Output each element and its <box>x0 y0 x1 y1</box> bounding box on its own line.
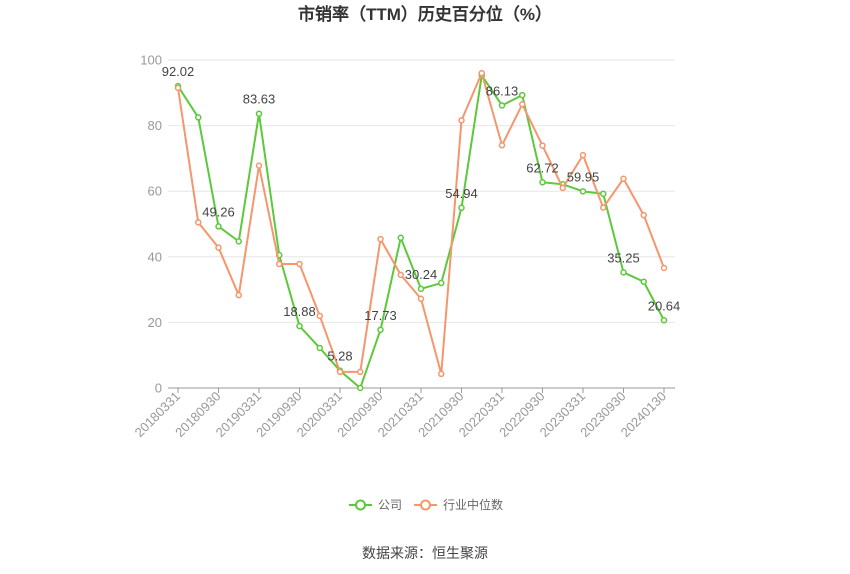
series-layer <box>174 69 668 392</box>
industry-median-point[interactable] <box>296 260 303 268</box>
data-label: 59.95 <box>567 169 600 184</box>
industry-median-point[interactable] <box>438 370 445 378</box>
legend-industry-marker-icon <box>420 499 431 511</box>
chart-title: 市销率（TTM）历史百分位（%） <box>298 4 552 24</box>
data-label: 92.02 <box>162 64 195 79</box>
legend-item-industry-median[interactable]: 行业中位数 <box>414 497 503 512</box>
data-label: 83.63 <box>243 92 276 107</box>
industry-median-point[interactable] <box>316 312 323 320</box>
data-label: 17.73 <box>364 308 397 323</box>
data-label: 54.94 <box>445 186 478 201</box>
data-source-note: 数据来源：恒生聚源 <box>362 545 488 561</box>
industry-median-point[interactable] <box>498 142 506 149</box>
y-tick-label: 60 <box>148 184 162 199</box>
industry-median-point[interactable] <box>195 219 202 226</box>
company-point[interactable] <box>235 238 242 245</box>
industry-median-point[interactable] <box>336 368 344 376</box>
industry-median-point[interactable] <box>478 69 485 77</box>
company-point[interactable] <box>438 279 445 287</box>
legend-item-company[interactable]: 公司 <box>349 498 402 512</box>
legend-company-marker-icon <box>355 499 366 511</box>
company-point[interactable] <box>620 269 627 276</box>
company-point[interactable] <box>195 114 202 121</box>
company-point[interactable] <box>600 190 607 198</box>
y-tick-label: 20 <box>148 315 162 330</box>
company-point[interactable] <box>357 384 364 392</box>
industry-median-point[interactable] <box>559 184 566 192</box>
legend-industry-label: 行业中位数 <box>443 497 503 512</box>
y-tick-label: 40 <box>148 249 162 264</box>
company-point[interactable] <box>417 285 425 293</box>
company-point[interactable] <box>255 110 263 117</box>
industry-median-point[interactable] <box>397 271 404 279</box>
company-point[interactable] <box>296 322 303 330</box>
industry-median-point[interactable] <box>519 101 526 108</box>
y-tick-label: 0 <box>155 381 162 396</box>
y-axis: 0 20 40 60 80 100 <box>140 53 162 396</box>
company-point[interactable] <box>640 278 647 285</box>
company-point[interactable] <box>579 188 587 195</box>
data-label-layer: 92.02 49.26 83.63 18.88 5.28 17.73 30.24 54.94 8… <box>162 64 681 364</box>
company-point[interactable] <box>397 234 404 242</box>
industry-median-point[interactable] <box>539 142 546 149</box>
industry-median-point[interactable] <box>235 291 242 299</box>
data-label: 35.25 <box>607 250 640 265</box>
data-label: 62.72 <box>526 160 559 175</box>
industry-median-point[interactable] <box>276 260 283 268</box>
industry-median-point[interactable] <box>660 264 668 272</box>
industry-median-point[interactable] <box>215 244 222 251</box>
industry-median-point[interactable] <box>255 162 263 169</box>
legend-company-label: 公司 <box>378 498 402 512</box>
data-label: 49.26 <box>202 204 235 219</box>
industry-median-point[interactable] <box>174 84 182 92</box>
company-point[interactable] <box>458 204 465 212</box>
industry-median-point[interactable] <box>417 295 425 303</box>
industry-median-point[interactable] <box>377 235 384 243</box>
y-tick-label: 100 <box>140 53 162 68</box>
series-industry-median <box>174 69 668 378</box>
company-point[interactable] <box>215 223 222 230</box>
legend: 公司 行业中位数 <box>349 497 503 512</box>
company-point[interactable] <box>519 91 526 99</box>
company-point[interactable] <box>539 179 546 186</box>
series-company <box>174 72 668 392</box>
industry-median-point[interactable] <box>579 151 587 159</box>
data-label: 5.28 <box>327 349 352 364</box>
data-label: 86.13 <box>486 83 519 98</box>
industry-median-point[interactable] <box>620 175 627 182</box>
data-label: 20.64 <box>648 298 681 313</box>
company-point[interactable] <box>377 326 384 334</box>
data-label: 30.24 <box>405 267 438 282</box>
industry-median-point[interactable] <box>600 204 607 211</box>
company-point[interactable] <box>660 317 668 324</box>
industry-median-point[interactable] <box>640 211 647 219</box>
company-point[interactable] <box>498 102 506 109</box>
y-tick-label: 80 <box>148 118 162 133</box>
company-point[interactable] <box>316 344 323 352</box>
industry-median-point[interactable] <box>458 117 465 124</box>
data-label: 18.88 <box>283 304 316 319</box>
grid-lines <box>168 59 675 323</box>
industry-median-point[interactable] <box>357 368 364 376</box>
